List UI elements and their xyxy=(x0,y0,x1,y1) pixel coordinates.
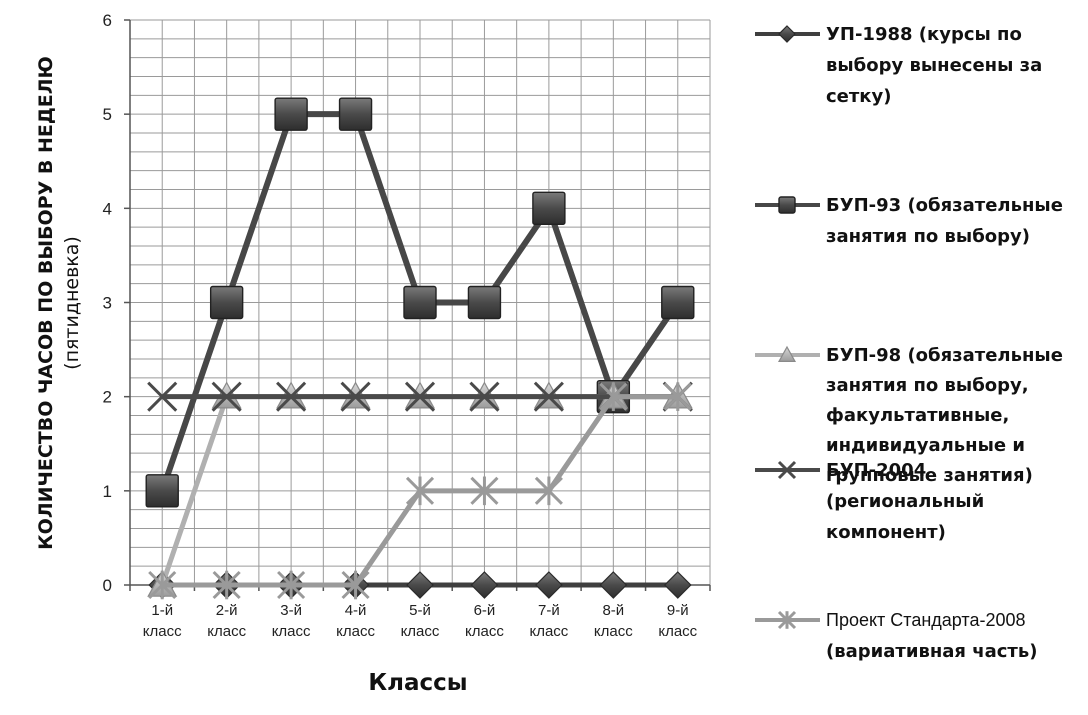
x-tick-label: 7-й класс xyxy=(529,602,568,640)
x-tick-label: 9-й класс xyxy=(658,602,697,640)
legend-entry-s4: БУП-2004 (региональный компонент) xyxy=(755,460,984,543)
y-tick-label: 0 xyxy=(103,576,112,595)
data-point-star xyxy=(663,382,692,411)
legend-entry-s2: БУП-93 (обязательные занятия по выбору) xyxy=(755,195,1063,247)
data-point-diamond xyxy=(778,25,796,43)
data-point-square xyxy=(145,474,179,508)
data-point-x xyxy=(211,381,242,412)
data-point-x xyxy=(147,381,178,412)
series-layer xyxy=(145,97,695,600)
x-axis-label: Классы xyxy=(368,670,467,696)
data-point-star xyxy=(405,476,435,506)
y-tick-label: 1 xyxy=(103,482,112,501)
y-axis-label: КОЛИЧЕСТВО ЧАСОВ ПО ВЫБОРУ В НЕДЕЛЮ xyxy=(35,56,57,550)
data-point-star xyxy=(212,570,241,600)
y-tick-label: 4 xyxy=(103,199,112,218)
data-point-star xyxy=(534,476,563,506)
series-s4 xyxy=(147,381,693,412)
y-tick-label: 3 xyxy=(103,294,112,313)
data-point-x xyxy=(276,381,307,412)
y-axis-sublabel: (пятидневка) xyxy=(61,236,83,370)
data-point-x xyxy=(777,460,797,480)
x-tick-label: 1-й класс xyxy=(143,602,182,640)
x-tick-label: 4-й класс xyxy=(336,602,375,640)
legend-label: БУП-93 (обязательные занятия по выбору) xyxy=(826,195,1063,247)
legend-label: БУП-98 (обязательные занятия по выбору, фа… xyxy=(826,345,1063,486)
y-tick-label: 6 xyxy=(103,11,112,30)
data-point-star xyxy=(341,570,370,600)
data-point-diamond xyxy=(599,571,628,599)
data-point-star xyxy=(599,382,628,411)
data-point-square xyxy=(778,196,796,214)
data-point-x xyxy=(469,381,500,412)
x-tick-label: 8-й класс xyxy=(594,602,633,640)
data-point-square xyxy=(532,191,566,226)
x-tick-labels: 1-й класс 2-й класс 3-й класс 4-й класс 5-й класс… xyxy=(143,602,698,640)
series-s5 xyxy=(148,382,692,600)
data-point-x xyxy=(533,381,564,412)
data-point-diamond xyxy=(406,571,434,599)
legend-label: Проект Стандарта-2008 (вариативная часть) xyxy=(826,610,1037,662)
data-point-square xyxy=(403,285,437,320)
data-point-star xyxy=(148,570,177,600)
y-tick-labels: 0 1 2 3 4 5 6 xyxy=(103,11,112,595)
legend-entry-s1: УП-1988 (курсы по выбору вынесены за сетку… xyxy=(755,24,1042,107)
data-point-diamond xyxy=(470,571,499,599)
data-point-star xyxy=(470,476,499,506)
legend-entry-s5: Проект Стандарта-2008 (вариативная часть) xyxy=(755,610,1037,662)
data-point-square xyxy=(209,285,244,320)
x-tick-label: 6-й класс xyxy=(465,602,504,640)
data-point-diamond xyxy=(535,571,563,599)
data-point-x xyxy=(340,381,371,412)
data-point-square xyxy=(661,285,695,320)
x-tick-label: 3-й класс xyxy=(272,602,311,640)
series-s2 xyxy=(145,97,695,508)
legend-entry-s3: БУП-98 (обязательные занятия по выбору, фа… xyxy=(755,345,1063,486)
x-tick-label: 5-й класс xyxy=(401,602,440,640)
legend-label: БУП-2004 (региональный компонент) xyxy=(826,460,984,543)
y-tick-label: 5 xyxy=(103,105,112,124)
data-point-diamond xyxy=(663,571,692,599)
legend-label: УП-1988 (курсы по выбору вынесены за сетку… xyxy=(826,24,1042,107)
data-point-x xyxy=(404,381,436,412)
data-point-star xyxy=(777,610,797,630)
data-point-square xyxy=(338,97,373,131)
legend: УП-1988 (курсы по выбору вынесены за сетку… xyxy=(755,24,1063,662)
data-point-square xyxy=(274,97,308,131)
y-tick-label: 2 xyxy=(103,388,112,407)
data-point-triangle xyxy=(777,345,797,362)
data-point-square xyxy=(467,285,502,320)
x-tick-label: 2-й класс xyxy=(207,602,246,640)
data-point-star xyxy=(277,570,306,600)
